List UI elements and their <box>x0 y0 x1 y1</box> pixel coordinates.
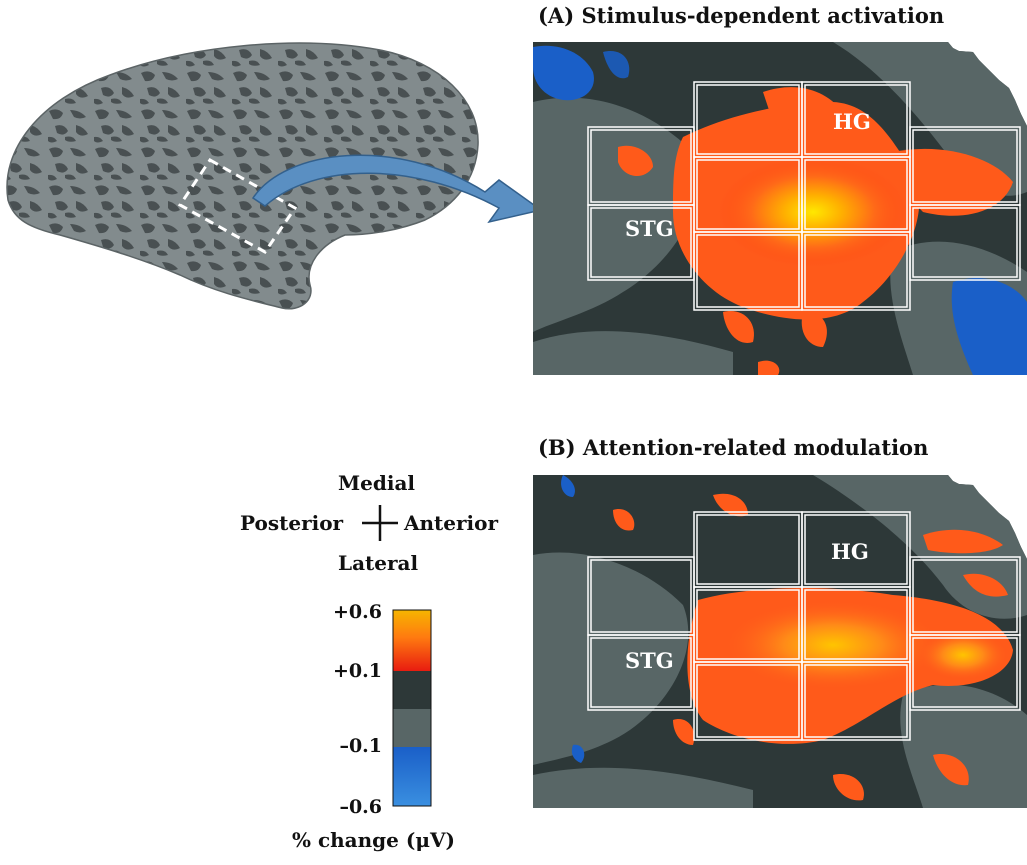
colorbar-tick-min: –0.6 <box>339 796 382 818</box>
orientation-lateral: Lateral <box>338 551 419 575</box>
panel-b-title: (B) Attention-related modulation <box>538 435 929 460</box>
panel-a-title: (A) Stimulus-dependent activation <box>538 3 945 28</box>
panel-a-stg-label: STG <box>625 216 674 241</box>
colorbar-caption: % change (μV) <box>292 828 455 852</box>
orientation-medial: Medial <box>338 471 416 495</box>
orientation-cross-icon <box>360 503 400 543</box>
colorbar-tick-max: +0.6 <box>333 601 382 623</box>
panel-b-hg-label: HG <box>831 539 869 564</box>
colorbar-tick-lower: –0.1 <box>339 735 382 757</box>
color-scale-bar <box>392 609 432 807</box>
panel-a-map: HG STG <box>533 42 1027 375</box>
colorbar-tick-upper: +0.1 <box>333 660 382 682</box>
curved-arrow-icon <box>245 140 545 250</box>
panel-b-stg-label: STG <box>625 648 674 673</box>
orientation-posterior: Posterior <box>240 511 344 535</box>
panel-b-map: HG STG <box>533 475 1027 808</box>
orientation-anterior: Anterior <box>404 511 499 535</box>
panel-a-hg-label: HG <box>833 109 871 134</box>
